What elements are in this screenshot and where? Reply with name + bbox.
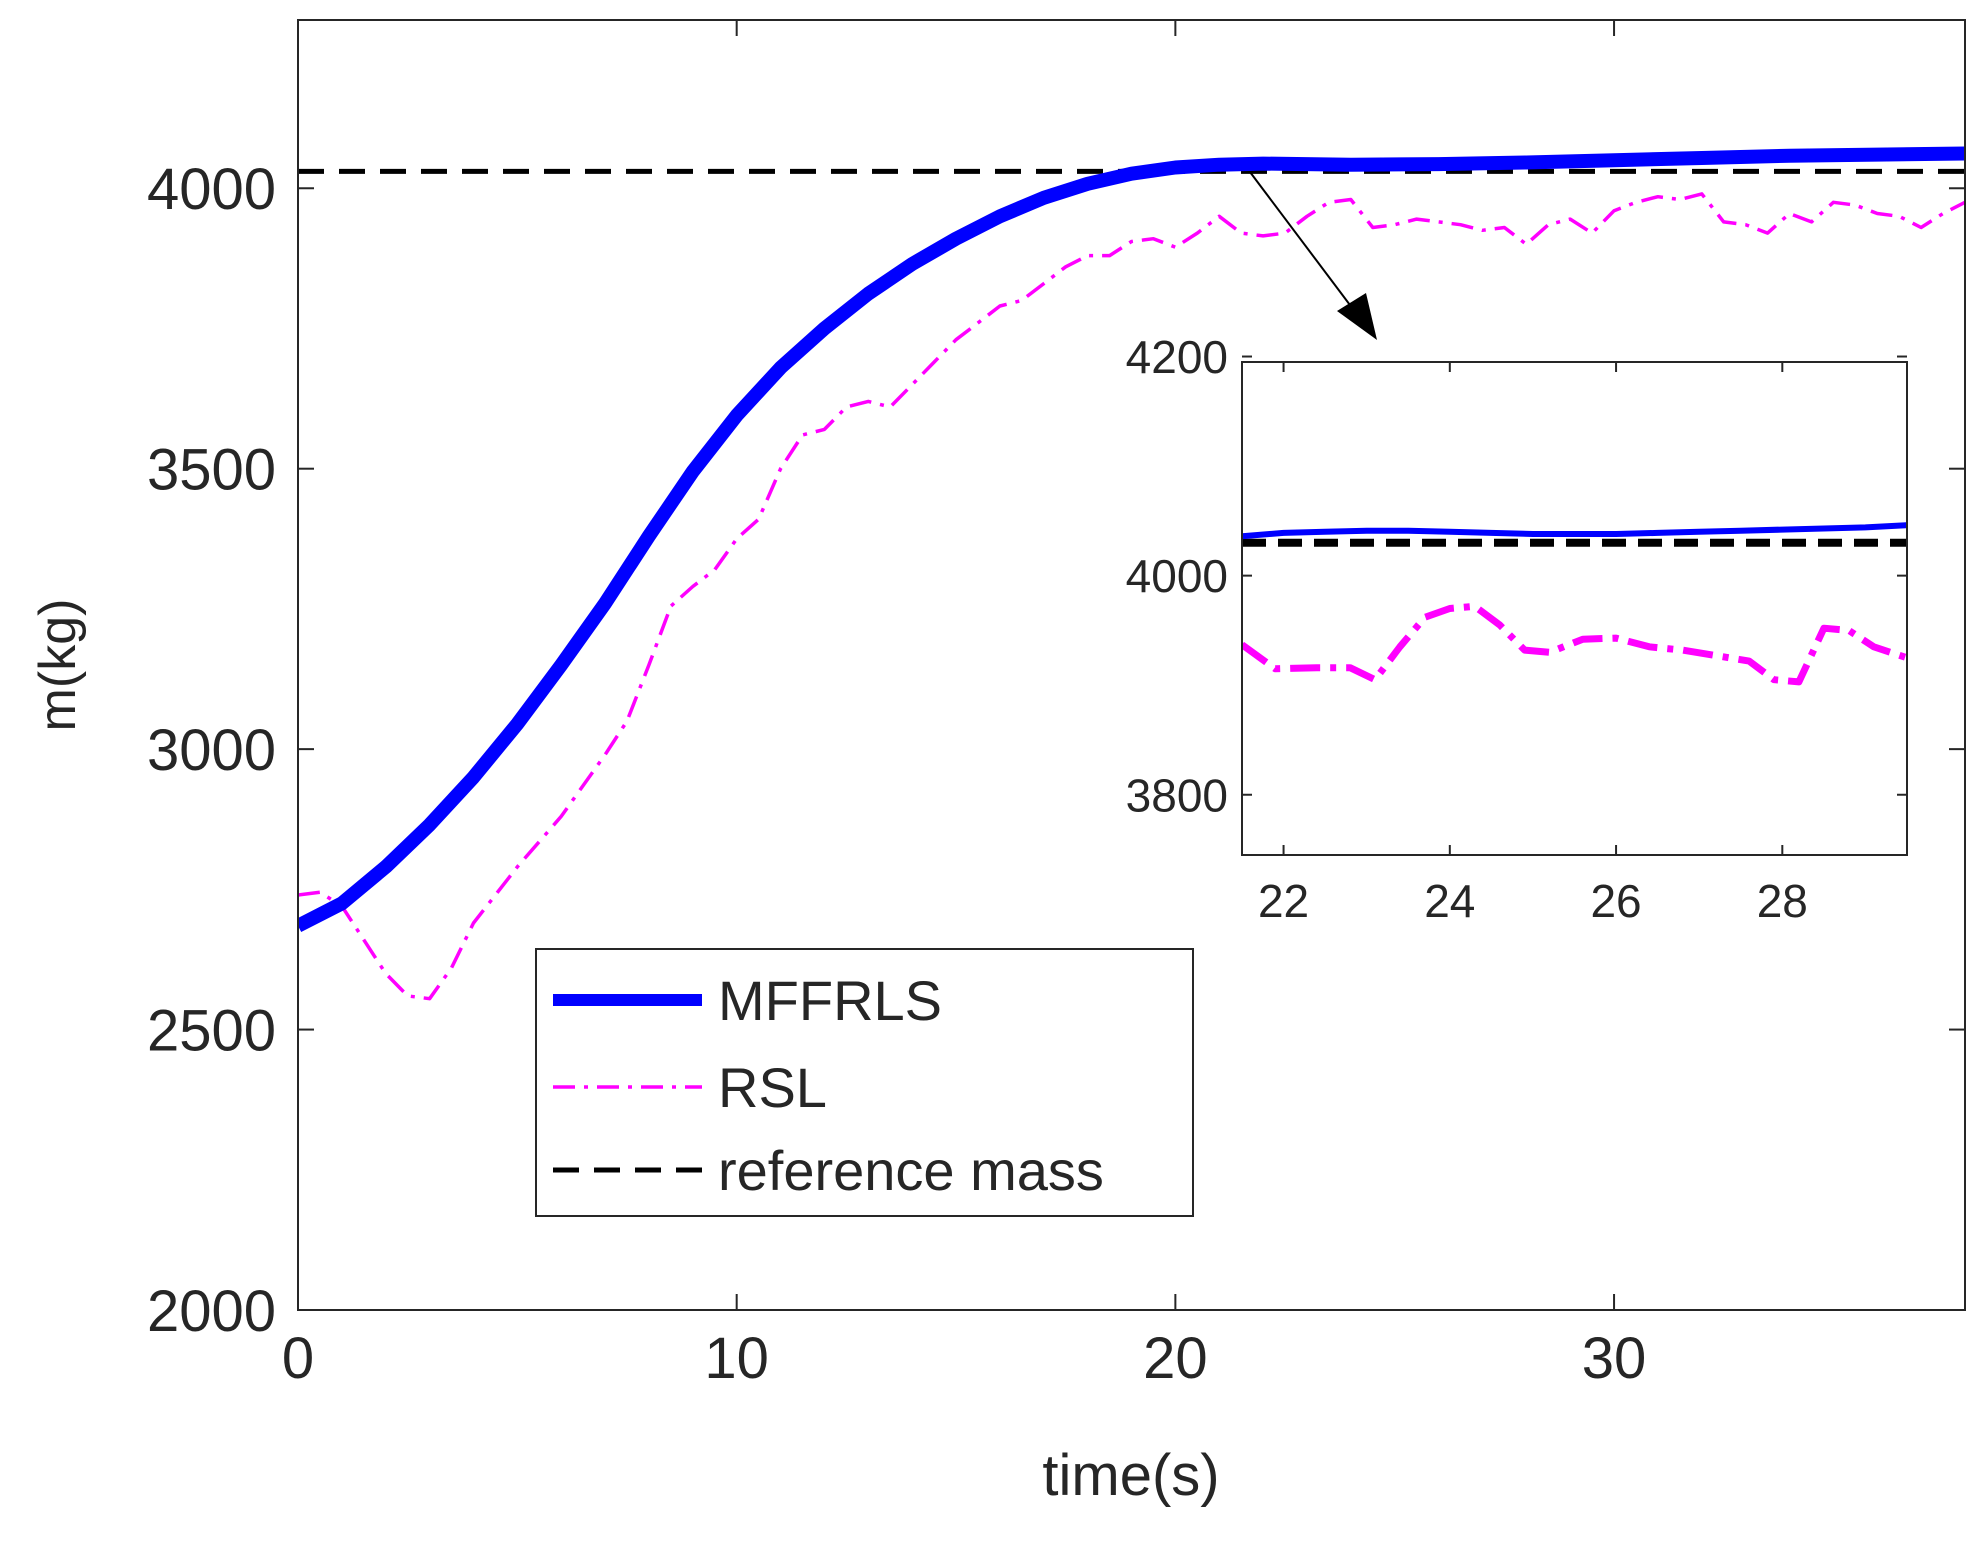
zoom-arrow-head [1337, 293, 1377, 340]
inset-series-mffrls [1242, 522, 1907, 540]
main-ticks: 0 10 20 30 2000 2500 3000 3500 4000 [147, 20, 1965, 1391]
inset-plot-area [1242, 362, 1907, 855]
inset-series-group [1242, 522, 1907, 686]
zoom-arrow [1249, 171, 1377, 340]
main-xtick-label: 20 [1143, 1326, 1208, 1391]
x-axis-label: time(s) [1042, 1443, 1219, 1508]
main-series-mffrls [298, 146, 1965, 933]
legend: MFFRLS RSL reference mass [535, 948, 1194, 1217]
main-series-rsl [298, 192, 1965, 1001]
main-ytick-label: 3500 [147, 438, 276, 503]
main-ytick-label: 2000 [147, 1279, 276, 1344]
inset-xtick-label: 24 [1424, 875, 1475, 927]
inset-xtick-label: 22 [1258, 875, 1309, 927]
main-xtick-label: 10 [704, 1326, 769, 1391]
inset-axes-box [1241, 361, 1908, 856]
inset-ytick-label: 4200 [1126, 331, 1228, 383]
inset-xtick-label: 26 [1590, 875, 1641, 927]
inset-xtick-label: 28 [1757, 875, 1808, 927]
main-series-group [298, 146, 1965, 1001]
main-ytick-label: 4000 [147, 157, 276, 222]
inset-series-rsl [1242, 602, 1907, 686]
legend-label-mffrls: MFFRLS [718, 969, 942, 1032]
main-xtick-label: 0 [282, 1326, 314, 1391]
inset-axes: 22 24 26 28 3800 4000 4200 [1126, 331, 1908, 927]
main-axes-box [297, 19, 1966, 1311]
legend-label-reference-mass: reference mass [718, 1139, 1104, 1202]
legend-label-rsl: RSL [718, 1056, 827, 1119]
inset-ticks: 22 24 26 28 3800 4000 4200 [1126, 331, 1907, 927]
zoom-arrow-line [1249, 171, 1366, 326]
inset-ytick-label: 3800 [1126, 769, 1228, 821]
inset-ytick-label: 4000 [1126, 550, 1228, 602]
y-axis-label: m(kg) [29, 599, 87, 732]
main-ytick-label: 3000 [147, 718, 276, 783]
main-xtick-label: 30 [1582, 1326, 1647, 1391]
main-ytick-label: 2500 [147, 998, 276, 1063]
